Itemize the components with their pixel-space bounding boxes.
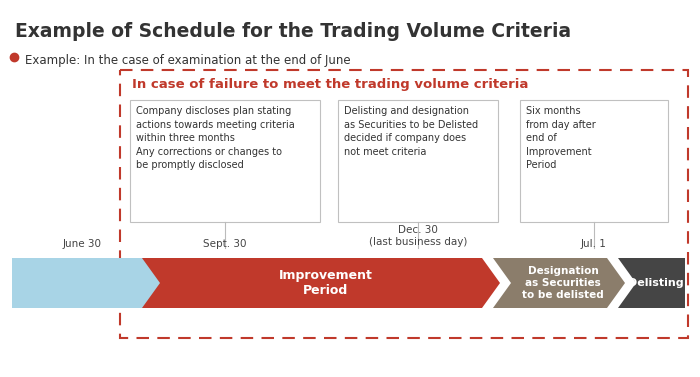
Text: Jul. 1: Jul. 1	[581, 239, 607, 249]
Text: Example: In the case of examination at the end of June: Example: In the case of examination at t…	[25, 54, 351, 67]
FancyBboxPatch shape	[130, 100, 320, 222]
Polygon shape	[618, 258, 685, 308]
FancyBboxPatch shape	[338, 100, 498, 222]
Polygon shape	[493, 258, 625, 308]
Text: Example of Schedule for the Trading Volume Criteria: Example of Schedule for the Trading Volu…	[15, 22, 571, 41]
Text: Dec. 30
(last business day): Dec. 30 (last business day)	[369, 225, 467, 247]
Polygon shape	[142, 258, 500, 308]
Text: June 30: June 30	[62, 239, 102, 249]
Text: Improvement
Period: Improvement Period	[279, 269, 373, 297]
Text: Delisting and designation
as Securities to be Delisted
decided if company does
n: Delisting and designation as Securities …	[344, 106, 478, 157]
FancyBboxPatch shape	[120, 70, 688, 338]
Text: Designation
as Securities
to be delisted: Designation as Securities to be delisted	[522, 267, 604, 300]
Text: Six months
from day after
end of
Improvement
Period: Six months from day after end of Improve…	[526, 106, 596, 170]
Text: In case of failure to meet the trading volume criteria: In case of failure to meet the trading v…	[132, 78, 528, 91]
Polygon shape	[12, 258, 166, 308]
FancyBboxPatch shape	[520, 100, 668, 222]
Text: Delisting: Delisting	[628, 278, 683, 288]
Text: Company discloses plan stating
actions towards meeting criteria
within three mon: Company discloses plan stating actions t…	[136, 106, 295, 170]
Text: Sept. 30: Sept. 30	[203, 239, 246, 249]
